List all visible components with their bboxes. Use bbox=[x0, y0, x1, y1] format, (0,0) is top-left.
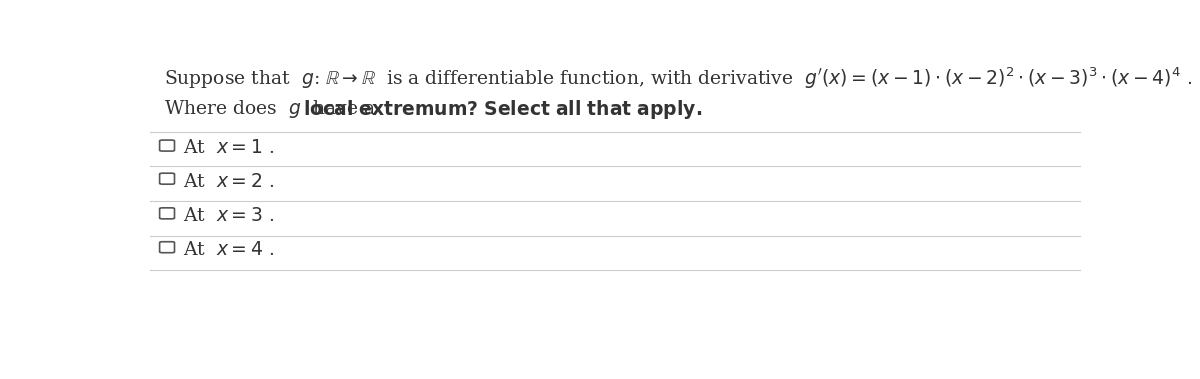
FancyBboxPatch shape bbox=[160, 242, 174, 253]
FancyBboxPatch shape bbox=[160, 140, 174, 151]
Text: At  $x=2$ .: At $x=2$ . bbox=[182, 172, 274, 191]
Text: Suppose that  $g$: $\mathbb{R}\rightarrow\mathbb{R}$  is a differentiable functi: Suppose that $g$: $\mathbb{R}\rightarrow… bbox=[164, 66, 1192, 91]
Text: $\mathbf{local\ extremum?\ Select\ all\ that\ apply.}$: $\mathbf{local\ extremum?\ Select\ all\ … bbox=[304, 98, 702, 121]
FancyBboxPatch shape bbox=[160, 173, 174, 184]
Text: At  $x=3$ .: At $x=3$ . bbox=[182, 207, 274, 225]
FancyBboxPatch shape bbox=[160, 208, 174, 219]
Text: Where does  $g$  have a: Where does $g$ have a bbox=[164, 98, 377, 120]
Text: At  $x=1$ .: At $x=1$ . bbox=[182, 139, 274, 157]
Text: At  $x=4$ .: At $x=4$ . bbox=[182, 241, 274, 259]
